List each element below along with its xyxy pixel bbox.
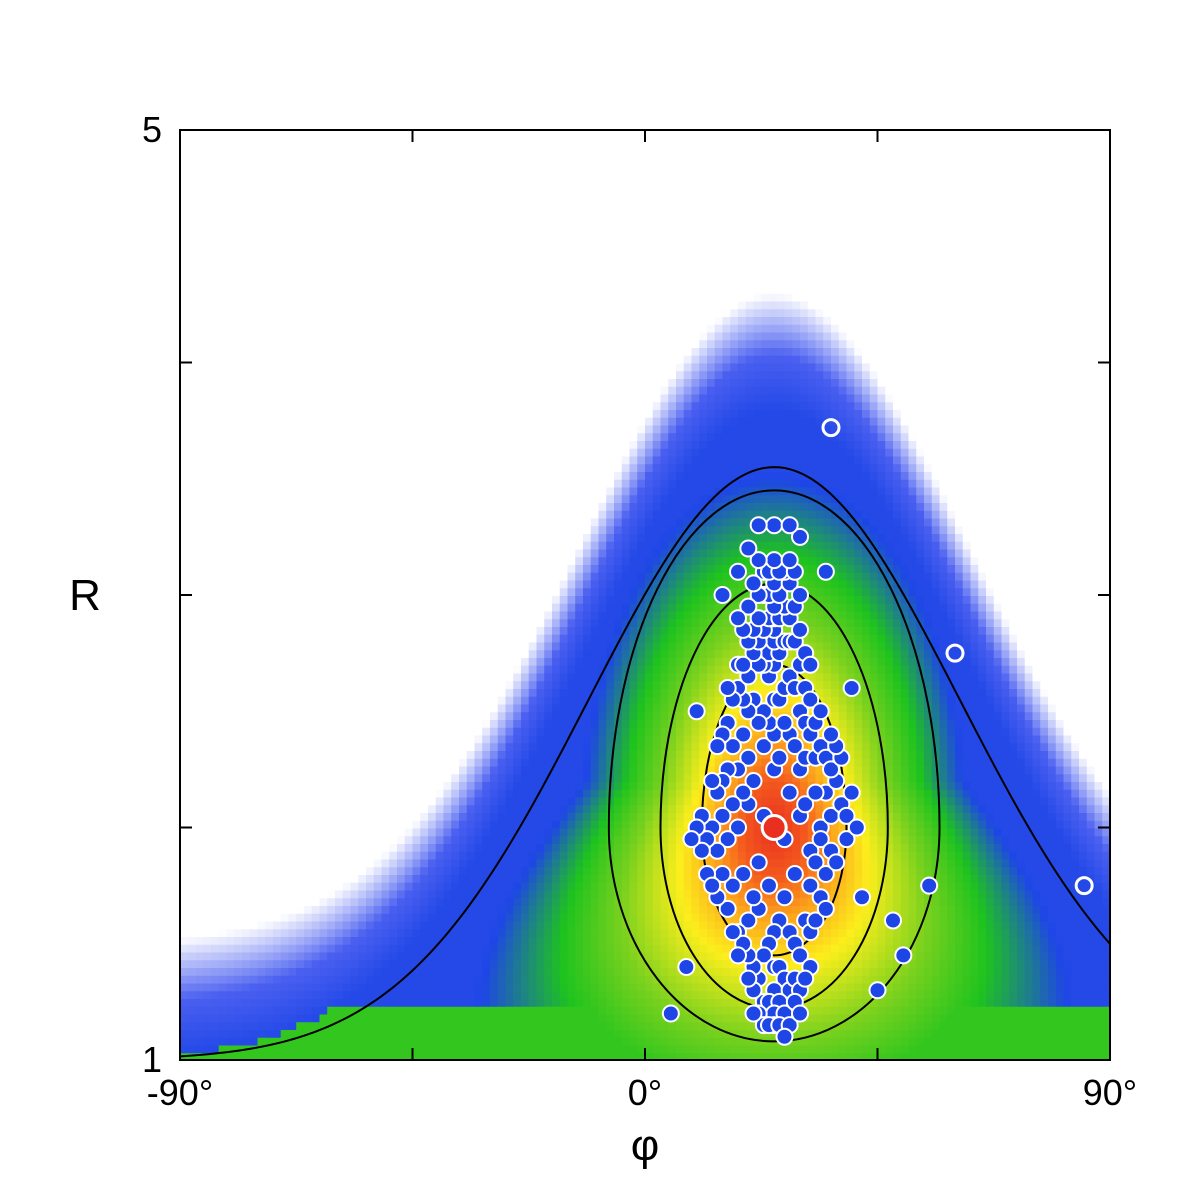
density-scatter-chart: -90°0°90°15φR bbox=[0, 0, 1200, 1200]
y-axis-label: R bbox=[69, 571, 101, 620]
chart-container: -90°0°90°15φR bbox=[0, 0, 1200, 1200]
x-axis-label: φ bbox=[631, 1121, 660, 1170]
